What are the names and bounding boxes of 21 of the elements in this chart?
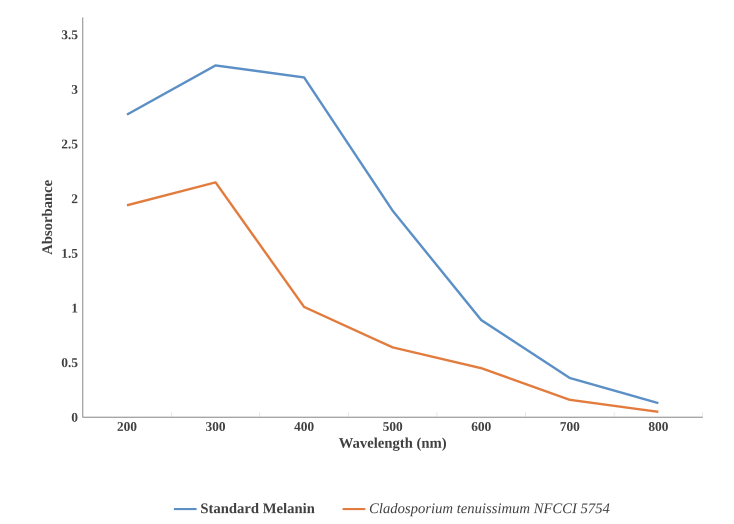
x-tick-label: 200 xyxy=(118,422,136,432)
line-series xyxy=(126,181,660,414)
y-tick-label: 2.5 xyxy=(62,140,78,149)
y-axis-title: Absorbance xyxy=(42,180,52,255)
x-tick-label: 400 xyxy=(294,422,314,432)
x-tick-label: 600 xyxy=(472,422,491,432)
y-tick-label: 3 xyxy=(72,84,78,94)
y-tick-label: 3.5 xyxy=(62,30,78,40)
y-tick-label: 0.5 xyxy=(62,358,78,368)
y-tick-label: 1 xyxy=(72,304,78,312)
y-tick-label: 1.5 xyxy=(62,248,78,258)
x-axis-title: Wavelength (nm) xyxy=(338,438,446,451)
y-tick-label: 0 xyxy=(72,412,78,422)
x-tick-label: 500 xyxy=(383,422,402,432)
legend-label: Cladosporium tenuissimum NFCCI 5754 xyxy=(370,502,610,516)
x-tick-label: 800 xyxy=(648,422,668,432)
x-tick-label: 300 xyxy=(206,422,226,432)
x-tick-label: 700 xyxy=(560,422,580,432)
line-series xyxy=(126,64,660,404)
y-tick-label: 2 xyxy=(72,194,78,204)
legend-label: Standard Melanin xyxy=(201,502,315,514)
